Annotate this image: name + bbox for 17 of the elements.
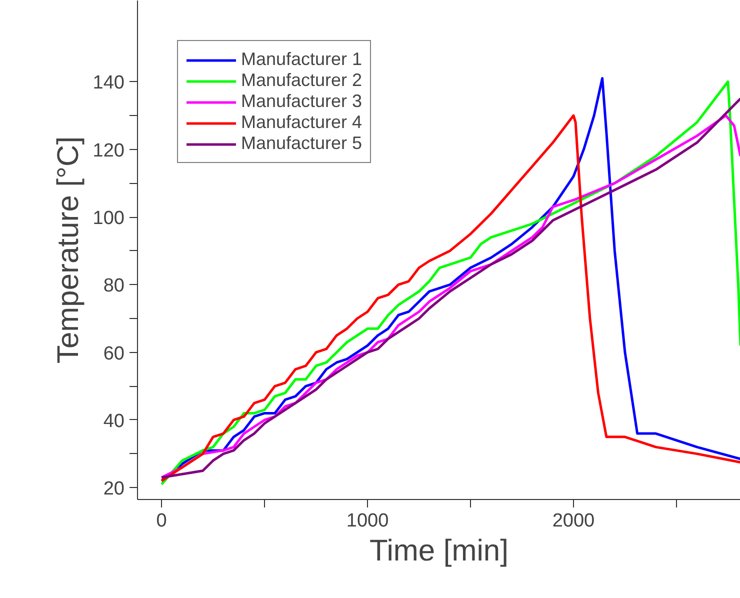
x-axis-title: Time [min]: [370, 534, 508, 568]
y-tick-label: 100: [92, 208, 124, 230]
y-tick-label: 140: [92, 72, 124, 94]
x-tick-label: 0: [156, 510, 167, 532]
y-tick-label: 80: [103, 276, 125, 297]
legend-label: Manufacturer 3: [241, 91, 362, 112]
y-tick-label: 120: [92, 140, 124, 162]
y-tick-label: 20: [103, 478, 125, 500]
legend-label: Manufacturer 4: [241, 112, 362, 133]
x-tick-label: 1000: [346, 510, 389, 532]
legend-label: Manufacturer 1: [241, 49, 362, 70]
y-tick-label: 40: [103, 411, 125, 432]
legend-label: Manufacturer 5: [241, 133, 362, 154]
y-tick-label: 60: [103, 343, 125, 364]
x-tick-label: 2000: [552, 510, 595, 532]
legend-label: Manufacturer 2: [241, 70, 362, 91]
y-axis-title: Temperature [°C]: [52, 136, 85, 364]
